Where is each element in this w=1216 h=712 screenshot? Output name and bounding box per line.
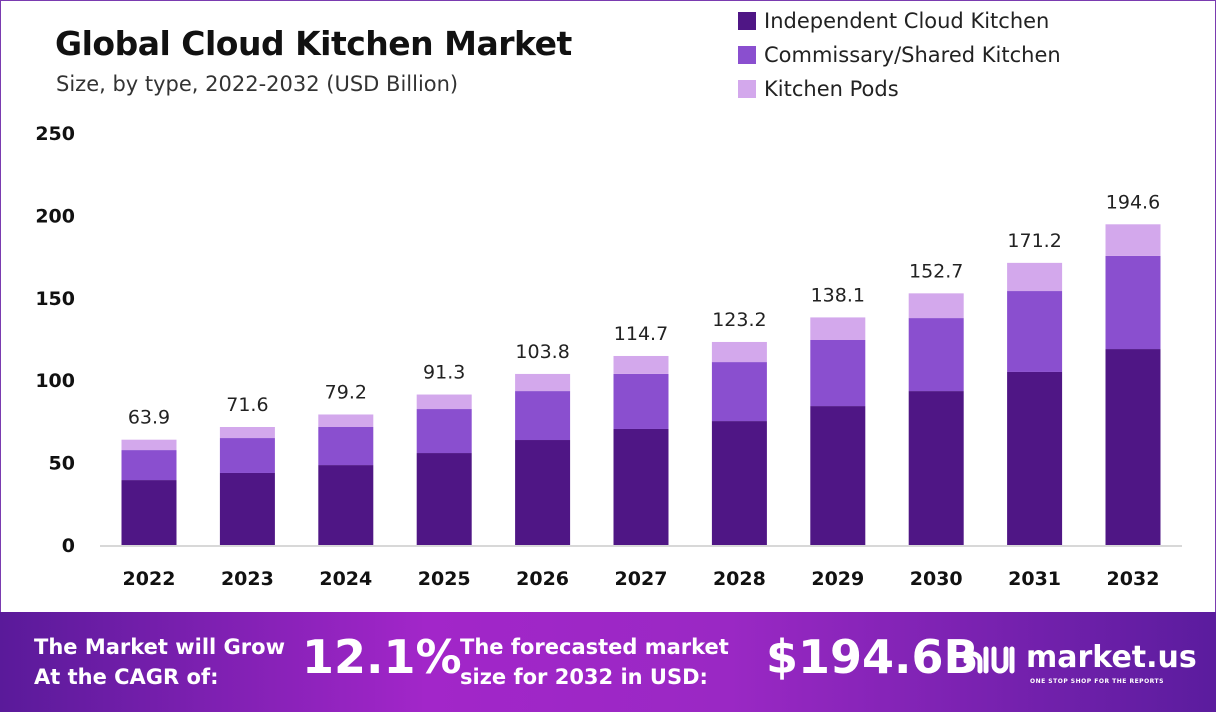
bar-segment — [1105, 349, 1161, 545]
bar-segment — [219, 438, 275, 473]
total-label: 123.2 — [712, 309, 766, 331]
bar-segment — [711, 421, 767, 545]
bar-segment — [1007, 371, 1063, 545]
x-tick-label: 2030 — [910, 568, 963, 590]
forecast-label-line: size for 2032 in USD: — [460, 665, 708, 689]
bar-segment — [515, 391, 571, 441]
chart-subtitle: Size, by type, 2022-2032 (USD Billion) — [56, 72, 459, 96]
bar-segment — [318, 414, 374, 428]
brand-tagline: ONE STOP SHOP FOR THE REPORTS — [1030, 678, 1164, 685]
legend-swatch — [738, 12, 756, 30]
bar-segment — [1105, 224, 1161, 256]
y-tick-label: 100 — [35, 370, 75, 392]
legend-label: Kitchen Pods — [764, 77, 899, 101]
x-tick-label: 2027 — [615, 568, 668, 590]
bar-segment — [1007, 262, 1063, 292]
legend-item: Independent Cloud Kitchen — [738, 4, 1061, 38]
y-tick-label: 150 — [35, 288, 75, 310]
y-tick-label: 0 — [62, 535, 75, 557]
bar-segment — [416, 394, 472, 410]
x-tick-label: 2026 — [516, 568, 569, 590]
bar-segment — [711, 341, 767, 363]
bar-segment — [318, 465, 374, 545]
y-tick-label: 250 — [35, 123, 75, 145]
legend-swatch — [738, 80, 756, 98]
bar-segment — [1007, 291, 1063, 372]
total-label: 103.8 — [515, 341, 569, 363]
x-tick-label: 2031 — [1008, 568, 1061, 590]
forecast-label-line: The forecasted market — [460, 635, 729, 659]
bar-segment — [810, 406, 866, 545]
y-tick-label: 200 — [35, 205, 75, 227]
x-tick-label: 2022 — [123, 568, 176, 590]
bar-segment — [121, 450, 177, 481]
y-tick-label: 50 — [49, 453, 75, 475]
bar-segment — [515, 373, 571, 392]
total-label: 138.1 — [811, 284, 865, 306]
bar-segment — [416, 453, 472, 545]
total-label: 91.3 — [423, 362, 465, 384]
total-label: 171.2 — [1007, 230, 1061, 252]
total-label: 63.9 — [128, 407, 170, 429]
bar-segment — [908, 318, 964, 392]
total-label: 152.7 — [909, 260, 963, 282]
bar-segment — [318, 427, 374, 466]
bar-segment — [810, 317, 866, 340]
bar-segment — [908, 293, 964, 319]
bar-segment — [613, 428, 669, 545]
bar-segment — [219, 472, 275, 545]
x-tick-label: 2024 — [319, 568, 372, 590]
bar-segment — [908, 391, 964, 545]
x-tick-label: 2029 — [811, 568, 864, 590]
forecast-label: The forecasted market size for 2032 in US… — [460, 632, 729, 692]
bar-segment — [613, 355, 669, 374]
bar-segment — [219, 427, 275, 439]
x-tick-label: 2028 — [713, 568, 766, 590]
bar-segment — [515, 440, 571, 545]
total-label: 194.6 — [1106, 191, 1160, 213]
legend-label: Commissary/Shared Kitchen — [764, 43, 1061, 67]
x-tick-label: 2023 — [221, 568, 274, 590]
x-tick-label: 2025 — [418, 568, 471, 590]
bar-segment — [613, 373, 669, 429]
logo-icon — [963, 646, 1015, 673]
bar-segment — [416, 409, 472, 454]
total-label: 71.6 — [226, 394, 268, 416]
chart-title: Global Cloud Kitchen Market — [55, 24, 572, 63]
brand-logo: market.us ONE STOP SHOP FOR THE REPORTS — [962, 640, 1197, 685]
cagr-label: The Market will Grow At the CAGR of: — [34, 632, 285, 692]
brand-name: market.us — [1026, 640, 1197, 675]
bar-chart: 0 50 100 150 200 250 63.9 2022 71.6 2023 79.2 2024 9… — [35, 123, 1182, 590]
bar-segment — [810, 339, 866, 407]
cagr-value: 12.1% — [302, 630, 462, 684]
forecast-value: $194.6B — [766, 630, 979, 684]
legend-label: Independent Cloud Kitchen — [764, 9, 1050, 33]
x-tick-label: 2032 — [1107, 568, 1160, 590]
cagr-label-line: The Market will Grow — [34, 635, 285, 659]
bar-segment — [1105, 255, 1161, 350]
total-label: 79.2 — [325, 381, 367, 403]
footer-banner: The Market will Grow At the CAGR of: 12.1… — [0, 612, 1216, 712]
total-label: 114.7 — [614, 323, 668, 345]
bar-segment — [121, 480, 177, 545]
legend-swatch — [738, 46, 756, 64]
legend-item: Commissary/Shared Kitchen — [738, 38, 1061, 72]
cagr-label-line: At the CAGR of: — [34, 665, 219, 689]
legend: Independent Cloud Kitchen Commissary/Sha… — [738, 4, 1061, 106]
legend-item: Kitchen Pods — [738, 72, 1061, 106]
bar-segment — [711, 362, 767, 422]
bar-segment — [121, 439, 177, 451]
